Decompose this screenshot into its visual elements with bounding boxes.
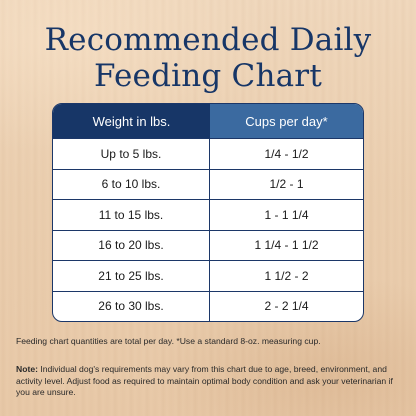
- table-row: 11 to 15 lbs. 1 - 1 1/4: [53, 199, 363, 230]
- weight-cell: Up to 5 lbs.: [53, 139, 210, 169]
- weight-cell: 16 to 20 lbs.: [53, 230, 210, 260]
- table-header: Weight in lbs. Cups per day*: [53, 104, 363, 138]
- table-row: Up to 5 lbs. 1/4 - 1/2: [53, 138, 363, 169]
- note-label: Note:: [16, 364, 38, 374]
- weight-cell: 11 to 15 lbs.: [53, 200, 210, 230]
- note-text: Individual dog's requirements may vary f…: [16, 364, 393, 397]
- table-row: 26 to 30 lbs. 2 - 2 1/4: [53, 290, 363, 321]
- cups-cell: 1/2 - 1: [269, 177, 304, 192]
- table-row: 6 to 10 lbs. 1/2 - 1: [53, 168, 363, 199]
- header-cups: Cups per day*: [210, 104, 363, 138]
- footnote: Feeding chart quantities are total per d…: [16, 336, 321, 346]
- note-paragraph: Note: Individual dog's requirements may …: [16, 364, 400, 399]
- weight-cell: 21 to 25 lbs.: [53, 261, 210, 291]
- weight-cell: 26 to 30 lbs.: [53, 291, 210, 321]
- chart-title-line-1: Recommended Daily: [44, 22, 372, 58]
- feeding-table: Weight in lbs. Cups per day* Up to 5 lbs…: [52, 103, 364, 322]
- table-row: 21 to 25 lbs. 1 1/2 - 2: [53, 260, 363, 291]
- header-weight: Weight in lbs.: [53, 104, 210, 138]
- cups-cell: 1 - 1 1/4: [264, 207, 309, 222]
- cups-cell: 1 1/4 - 1 1/2: [254, 238, 319, 253]
- chart-title-line-2: Feeding Chart: [94, 58, 322, 94]
- cups-cell: 2 - 2 1/4: [264, 299, 309, 314]
- weight-cell: 6 to 10 lbs.: [53, 169, 210, 199]
- cups-cell: 1 1/2 - 2: [264, 268, 309, 283]
- cups-cell: 1/4 - 1/2: [264, 146, 309, 161]
- table-row: 16 to 20 lbs. 1 1/4 - 1 1/2: [53, 229, 363, 260]
